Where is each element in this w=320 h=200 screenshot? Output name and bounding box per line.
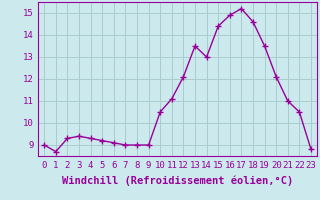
X-axis label: Windchill (Refroidissement éolien,°C): Windchill (Refroidissement éolien,°C): [62, 175, 293, 186]
